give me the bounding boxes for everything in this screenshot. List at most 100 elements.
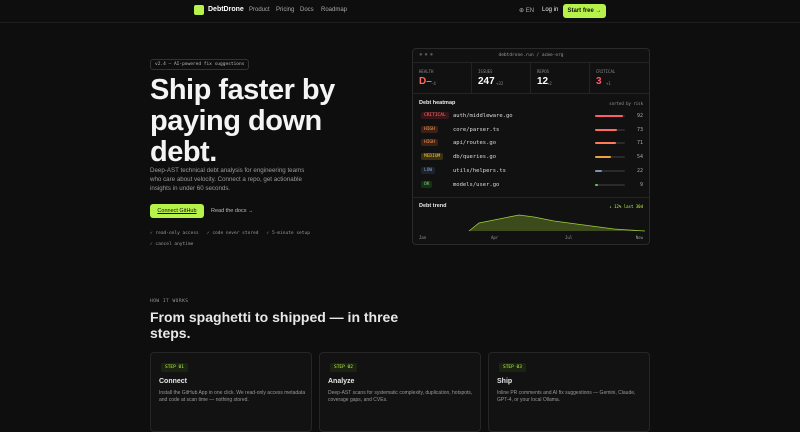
nav-link[interactable]: Product bbox=[249, 7, 270, 13]
severity-tag: LOW bbox=[421, 166, 436, 174]
stat-label: REPOS bbox=[537, 69, 550, 74]
value: 73 bbox=[636, 126, 643, 133]
heatmap-sort: sorted by risk bbox=[609, 101, 643, 106]
bar bbox=[595, 142, 617, 145]
divider bbox=[413, 93, 649, 94]
heatmap-row: HIGH core/parser.ts 73 bbox=[421, 125, 643, 137]
severity-tag: CRITICAL bbox=[421, 112, 449, 119]
nav-link[interactable]: Pricing bbox=[276, 7, 295, 13]
severity-tag: HIGH bbox=[421, 125, 438, 133]
heatmap-title: Debt heatmap bbox=[419, 100, 456, 106]
hero-text: Deep-AST technical debt analysis for eng… bbox=[150, 167, 305, 192]
bar-track bbox=[595, 169, 625, 172]
stat-value: 12 bbox=[537, 76, 549, 87]
step-title: Ship bbox=[497, 378, 513, 385]
file-name: db/queries.go bbox=[453, 154, 497, 161]
value: 92 bbox=[636, 113, 643, 119]
check-text: cancel anytime bbox=[155, 242, 194, 247]
divider bbox=[0, 22, 800, 23]
check-text: code never stored bbox=[212, 231, 259, 236]
trend-change: ↓ 12% last 30d bbox=[609, 204, 643, 209]
window-dots: ● ● ● bbox=[419, 52, 434, 58]
nav-link[interactable]: Docs bbox=[300, 7, 314, 13]
bar bbox=[595, 156, 612, 159]
stat-value: 247 bbox=[478, 76, 495, 87]
lang[interactable]: ⊕ EN bbox=[519, 8, 535, 14]
hero-title: Ship faster by paying down debt. bbox=[150, 75, 335, 168]
check: ✓ cancel anytime bbox=[150, 242, 194, 247]
trend-title: Debt trend bbox=[419, 203, 447, 209]
trend-line bbox=[468, 214, 645, 232]
month: Now bbox=[635, 235, 643, 240]
heatmap-row: CRITICAL auth/middleware.go 92 bbox=[421, 111, 643, 123]
stat-delta: +32 bbox=[496, 81, 504, 86]
window-title: debtdrone.run / acme-org bbox=[498, 53, 564, 58]
lang-label: EN bbox=[525, 8, 535, 14]
how-title: From spaghetti to shipped — in three ste… bbox=[150, 309, 398, 341]
checks: ✓ read-only access ✓ code never stored ✓… bbox=[150, 228, 350, 250]
title-line: From spaghetti to shipped — in three bbox=[150, 309, 399, 325]
start-button[interactable]: Start free → bbox=[563, 4, 606, 18]
stat-label: CRITICAL bbox=[596, 69, 616, 74]
docs-link[interactable]: Read the docs → bbox=[211, 208, 254, 214]
check-text: read-only access bbox=[155, 231, 199, 236]
brand: DebtDrone bbox=[208, 6, 244, 13]
heatmap-row: HIGH api/routes.go 71 bbox=[421, 138, 643, 150]
check-text: 5-minute setup bbox=[271, 231, 310, 236]
badge: v2.4 — AI-powered fix suggestions bbox=[150, 59, 250, 70]
month: Apr bbox=[491, 235, 499, 240]
window-bar: ● ● ● debtdrone.run / acme-org bbox=[413, 49, 649, 63]
severity-tag: OK bbox=[421, 180, 433, 188]
title-line: Ship faster by bbox=[150, 74, 335, 106]
heatmap-row: MEDIUM db/queries.go 54 bbox=[421, 152, 643, 164]
bar bbox=[595, 128, 617, 131]
value: 9 bbox=[639, 181, 643, 188]
step-card: STEP 03 Ship Inline PR comments and AI fix… bbox=[488, 352, 650, 432]
eyebrow: HOW IT WORKS bbox=[150, 299, 189, 304]
trend-chart bbox=[468, 214, 645, 232]
file-name: core/parser.ts bbox=[453, 126, 500, 133]
bar bbox=[595, 183, 598, 186]
value: 71 bbox=[636, 140, 643, 147]
title-line: paying down bbox=[150, 105, 322, 137]
bar bbox=[595, 169, 602, 172]
github-button[interactable]: Connect GitHub bbox=[150, 204, 204, 218]
severity-tag: MEDIUM bbox=[421, 153, 444, 161]
navbar: DebtDrone Product Pricing Docs Roadmap ⊕… bbox=[0, 0, 800, 22]
file-name: auth/middleware.go bbox=[453, 113, 513, 119]
step-text: Install the GitHub App in one click. We … bbox=[159, 390, 306, 403]
title-line: steps. bbox=[150, 325, 191, 341]
step-card: STEP 01 Connect Install the GitHub App in … bbox=[150, 352, 312, 432]
severity-tag: HIGH bbox=[421, 139, 438, 147]
stat-delta: -4 bbox=[431, 81, 436, 86]
step-text: Inline PR comments and AI fix suggestion… bbox=[497, 390, 636, 403]
title-line: debt. bbox=[150, 136, 217, 168]
check: ✓ read-only access bbox=[150, 231, 199, 236]
bar-track bbox=[595, 183, 625, 186]
bar bbox=[595, 115, 623, 117]
trend-area bbox=[469, 215, 645, 231]
dashboard: ● ● ● debtdrone.run / acme-org Debt heat… bbox=[412, 48, 650, 245]
nav-link[interactable]: Roadmap bbox=[321, 7, 348, 13]
divider bbox=[413, 197, 649, 198]
stat-value: 3 bbox=[596, 76, 602, 87]
stat-label: HEALTH bbox=[419, 69, 434, 74]
heatmap-row: LOW utils/helpers.ts 22 bbox=[421, 166, 643, 178]
stat-delta: +1 bbox=[606, 81, 611, 86]
step-label: STEP 02 bbox=[330, 363, 357, 372]
stat-label: ISSUES bbox=[478, 69, 493, 74]
step-title: Connect bbox=[159, 378, 187, 385]
stat-delta: +2 bbox=[547, 81, 552, 86]
stat: CRITICAL 3 +1 bbox=[590, 63, 649, 93]
step-title: Analyze bbox=[328, 378, 355, 385]
step-label: STEP 03 bbox=[499, 363, 526, 372]
stat: HEALTH D– -4 bbox=[413, 63, 472, 93]
step-text: Deep-AST scans for systematic complexity… bbox=[328, 390, 473, 403]
month: Jul bbox=[565, 235, 573, 240]
login[interactable]: Log in bbox=[542, 7, 559, 13]
heatmap-row: OK models/user.go 9 bbox=[421, 180, 643, 192]
check: ✓ code never stored bbox=[206, 231, 259, 236]
value: 54 bbox=[636, 154, 643, 161]
file-name: models/user.go bbox=[453, 181, 500, 188]
